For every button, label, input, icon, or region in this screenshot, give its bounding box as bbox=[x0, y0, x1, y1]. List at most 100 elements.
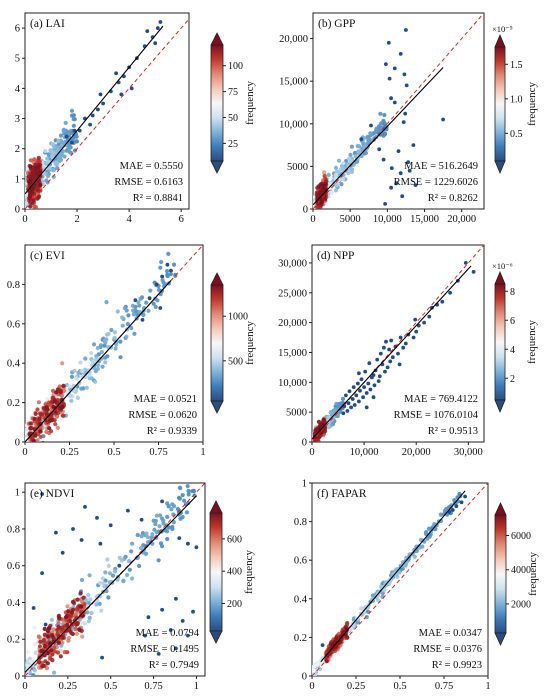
density-point bbox=[42, 626, 47, 632]
colorbar-min-arrow bbox=[494, 632, 507, 646]
density-point bbox=[129, 325, 134, 331]
outlier-point-e-24 bbox=[156, 652, 161, 656]
density-point bbox=[325, 653, 330, 658]
x-tick-label-a: 4 bbox=[127, 214, 133, 225]
density-point bbox=[333, 188, 338, 193]
y-tick-label-c: 0.6 bbox=[7, 319, 20, 330]
density-point bbox=[38, 429, 43, 434]
density-point bbox=[177, 485, 182, 490]
density-point bbox=[95, 345, 100, 351]
density-point bbox=[95, 363, 101, 368]
outlier-point-b-21 bbox=[396, 149, 401, 154]
colorbar-min-arrow bbox=[494, 160, 506, 175]
density-point bbox=[322, 170, 327, 175]
panel-f: 0 0.25 0.5 0.75 1 0 0.2 0.4 0.6 0.8 1 (f) FAPAR MAE … bbox=[294, 479, 539, 693]
colorbar-min-arrow bbox=[210, 400, 224, 414]
density-point bbox=[322, 173, 327, 179]
density-point bbox=[165, 272, 170, 277]
density-point bbox=[35, 407, 40, 412]
outlier-point-b-24 bbox=[403, 111, 408, 116]
density-point bbox=[172, 504, 177, 509]
colorbar-tick-label: 4000 bbox=[511, 565, 531, 576]
outlier-point-b-5 bbox=[392, 100, 397, 105]
density-point bbox=[51, 627, 56, 632]
density-point bbox=[52, 399, 57, 404]
density-point bbox=[46, 634, 51, 639]
outlier-point-f-5 bbox=[320, 643, 325, 647]
y-tick-label-d: 10,000 bbox=[278, 378, 307, 389]
density-point bbox=[93, 379, 98, 384]
outlier-point-b-18 bbox=[383, 202, 387, 206]
density-point bbox=[49, 417, 55, 422]
density-point bbox=[105, 557, 110, 562]
stat-label-f: MAE = 0.0347 bbox=[419, 628, 482, 639]
density-point bbox=[349, 169, 354, 174]
colorbar-tick-label: 2 bbox=[510, 374, 515, 385]
density-point bbox=[171, 520, 176, 525]
outlier-point-d-46 bbox=[350, 397, 355, 401]
x-tick-label-f: 0.25 bbox=[347, 681, 365, 692]
panel-c: 0 0.25 0.5 0.75 1 0 0.2 0.4 0.6 0.8 (c) EVI MAE = 0… bbox=[7, 244, 256, 458]
colorbar-tick-label: 2000 bbox=[511, 599, 531, 610]
outlier-point-e-22 bbox=[43, 622, 48, 627]
density-point bbox=[334, 636, 339, 641]
density-point bbox=[126, 313, 131, 318]
y-tick-label-b: 20,000 bbox=[279, 34, 308, 45]
density-point bbox=[50, 142, 56, 147]
density-point bbox=[37, 444, 41, 448]
outlier-point-b-6 bbox=[402, 72, 407, 77]
colorbar-tick-label: 6000 bbox=[511, 531, 531, 542]
outlier-point-e-29 bbox=[186, 633, 190, 638]
density-point bbox=[80, 613, 85, 618]
colorbar-multiplier: ×10⁻⁵ bbox=[492, 24, 513, 34]
y-tick-label-f: 0.2 bbox=[294, 633, 307, 644]
density-point bbox=[29, 208, 33, 209]
panel-e: 0 0.25 0.5 0.75 1 0 0.2 0.4 0.6 0.8 1 (e) NDVI MAE =… bbox=[7, 482, 255, 692]
density-point bbox=[186, 492, 191, 497]
density-point bbox=[30, 446, 34, 450]
outlier-point-a-16 bbox=[119, 92, 124, 97]
density-point bbox=[65, 130, 70, 135]
density-point bbox=[104, 337, 109, 342]
density-point bbox=[61, 129, 66, 134]
x-tick-label-f: 0 bbox=[309, 681, 314, 692]
outlier-point-e-20 bbox=[40, 571, 44, 575]
density-point bbox=[338, 167, 343, 172]
colorbar-tick-label: 1.0 bbox=[510, 94, 523, 105]
outlier-point-b-26 bbox=[387, 76, 392, 81]
density-point bbox=[75, 395, 80, 400]
colorbar-tick-label: 6 bbox=[510, 316, 515, 327]
density-point bbox=[26, 442, 30, 446]
density-point bbox=[90, 359, 95, 364]
x-tick-label-b: 10,000 bbox=[373, 214, 402, 225]
colorbar-gradient-e bbox=[209, 512, 223, 632]
density-point bbox=[57, 158, 62, 163]
density-point bbox=[68, 618, 73, 624]
density-point bbox=[418, 537, 423, 543]
colorbar-multiplier: ×10⁻⁶ bbox=[492, 261, 513, 271]
outlier-point-e-13 bbox=[194, 545, 199, 550]
density-point bbox=[89, 610, 94, 616]
density-point bbox=[32, 204, 37, 209]
density-point bbox=[130, 541, 135, 546]
stat-label-a: R² = 0.8841 bbox=[133, 193, 183, 204]
outlier-point-e-8 bbox=[126, 508, 130, 513]
density-point bbox=[317, 434, 322, 439]
density-point bbox=[36, 634, 41, 639]
density-point bbox=[80, 620, 85, 625]
stat-label-b: MAE = 516.2649 bbox=[404, 161, 478, 172]
density-point bbox=[50, 150, 55, 155]
density-point bbox=[36, 159, 41, 164]
density-point bbox=[35, 196, 40, 201]
colorbar-tick-label: 50 bbox=[228, 113, 238, 124]
x-tick-label-a: 0 bbox=[22, 214, 27, 225]
density-point bbox=[88, 597, 93, 602]
density-point bbox=[346, 171, 351, 176]
colorbar-tick-label: 0.5 bbox=[510, 129, 523, 140]
density-point bbox=[28, 164, 33, 169]
density-point bbox=[156, 287, 162, 293]
density-point bbox=[80, 368, 85, 373]
density-point bbox=[382, 112, 387, 118]
density-point bbox=[104, 300, 109, 305]
identity-line-b bbox=[313, 13, 484, 209]
